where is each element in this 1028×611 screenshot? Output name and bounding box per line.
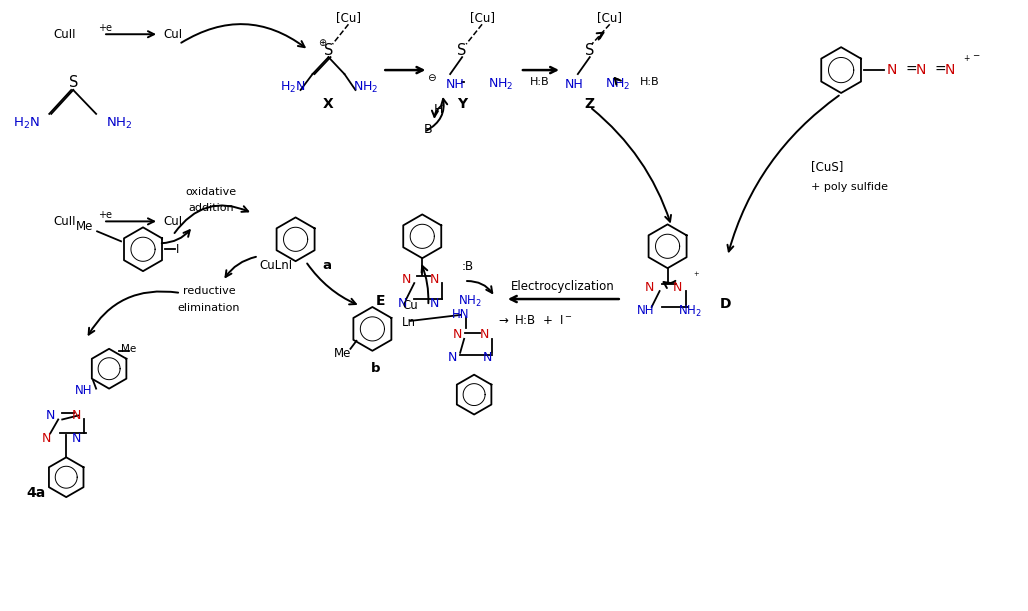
Text: N: N	[45, 409, 54, 422]
Text: N: N	[916, 63, 926, 77]
Text: $\rm NH_2$: $\rm NH_2$	[353, 79, 378, 95]
Text: addition: addition	[188, 203, 233, 213]
Text: :B: :B	[462, 260, 474, 273]
Text: Me: Me	[76, 220, 94, 233]
Text: $\rm NH_2$: $\rm NH_2$	[677, 304, 702, 318]
Text: $\oplus$: $\oplus$	[318, 37, 327, 48]
Text: $\rm NH_2$: $\rm NH_2$	[106, 116, 133, 131]
Text: S: S	[585, 43, 594, 57]
Text: [Cu]: [Cu]	[470, 11, 494, 24]
Text: Me: Me	[121, 344, 137, 354]
Text: +e: +e	[98, 210, 112, 221]
Text: Z: Z	[585, 97, 595, 111]
Text: CuII: CuII	[53, 27, 76, 41]
Text: NH: NH	[446, 78, 465, 90]
Text: NH: NH	[74, 384, 91, 397]
Text: Y: Y	[457, 97, 467, 111]
Text: $\rightarrow$ H:B  +  I$^-$: $\rightarrow$ H:B + I$^-$	[497, 315, 574, 327]
Text: [Cu]: [Cu]	[336, 11, 361, 24]
Text: S: S	[324, 43, 333, 57]
Text: N: N	[402, 273, 411, 285]
Text: N: N	[645, 280, 654, 293]
Text: Cu: Cu	[402, 299, 418, 312]
Text: $^+$: $^+$	[962, 54, 971, 64]
Text: $\rm NH_2$: $\rm NH_2$	[488, 76, 514, 92]
Text: oxidative: oxidative	[185, 186, 236, 197]
Text: $\rm H_2N$: $\rm H_2N$	[13, 116, 40, 131]
Text: E: E	[375, 294, 386, 308]
Text: N: N	[887, 63, 897, 77]
Text: NH: NH	[637, 304, 655, 318]
Text: N: N	[41, 432, 51, 445]
Text: N: N	[482, 351, 491, 364]
Text: N: N	[398, 296, 407, 310]
Text: [Cu]: [Cu]	[597, 11, 622, 24]
Text: N: N	[447, 351, 456, 364]
Text: CuLnI: CuLnI	[259, 258, 292, 272]
Text: + poly sulfide: + poly sulfide	[811, 181, 888, 191]
Text: Me: Me	[334, 347, 352, 360]
Text: =: =	[906, 63, 918, 77]
Text: H:B: H:B	[530, 77, 550, 87]
Text: X: X	[323, 97, 334, 111]
Text: CuI: CuI	[163, 215, 182, 228]
Text: N: N	[430, 273, 439, 285]
Text: [CuS]: [CuS]	[811, 160, 844, 173]
Text: $^+$: $^+$	[692, 271, 700, 281]
Text: CuII: CuII	[53, 215, 76, 228]
Text: Electrocyclization: Electrocyclization	[511, 280, 615, 293]
Text: N: N	[673, 280, 683, 293]
Text: CuI: CuI	[163, 27, 182, 41]
Text: $\rm NH_2$: $\rm NH_2$	[458, 293, 482, 309]
Text: $\ominus$: $\ominus$	[428, 71, 437, 82]
Text: N: N	[479, 328, 488, 342]
Text: D: D	[720, 297, 731, 311]
Text: HN: HN	[452, 309, 470, 321]
Text: N: N	[430, 296, 439, 310]
Text: I: I	[176, 243, 179, 256]
Text: Ln: Ln	[402, 316, 416, 329]
Text: N: N	[72, 432, 81, 445]
Text: $\rm NH_2$: $\rm NH_2$	[604, 76, 630, 92]
Text: H:B: H:B	[639, 77, 659, 87]
Text: a: a	[323, 258, 331, 272]
Text: B: B	[424, 123, 433, 136]
Text: $\rm H_2N$: $\rm H_2N$	[280, 79, 305, 95]
Text: N: N	[945, 63, 955, 77]
Text: elimination: elimination	[178, 303, 241, 313]
Text: S: S	[457, 43, 467, 57]
Text: +e: +e	[98, 23, 112, 33]
Text: S: S	[69, 75, 78, 90]
Text: NH: NH	[564, 78, 584, 90]
Text: 4a: 4a	[27, 486, 46, 500]
Text: b: b	[371, 362, 380, 375]
Text: N: N	[72, 409, 81, 422]
Text: H: H	[434, 103, 443, 116]
Text: $^-$: $^-$	[970, 52, 981, 65]
Text: reductive: reductive	[183, 286, 235, 296]
Text: =: =	[934, 63, 947, 77]
Text: N: N	[452, 328, 462, 342]
